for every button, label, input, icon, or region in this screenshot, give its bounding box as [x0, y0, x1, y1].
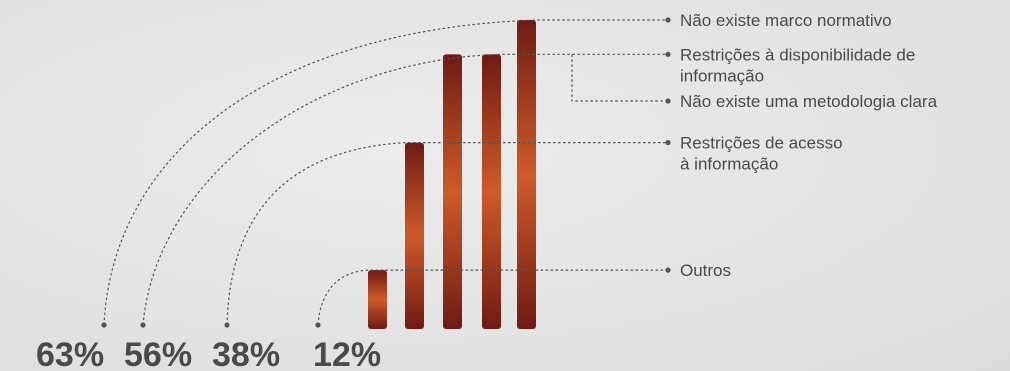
- leader-dot-bottom-4: [315, 322, 321, 328]
- leader-bracket-metodologia: [571, 54, 668, 102]
- leader-line-56: [142, 53, 668, 326]
- leader-dot-bottom-1: [101, 322, 107, 328]
- bar-4: [482, 54, 501, 329]
- percent-label-2: 56%: [124, 336, 192, 371]
- leader-dot-right-5: [665, 267, 671, 273]
- leader-lines-layer: [101, 17, 671, 328]
- category-label-1: Não existe marco normativo: [680, 11, 892, 30]
- bar-2: [405, 142, 424, 329]
- leader-line-38: [226, 142, 668, 326]
- bar-5: [517, 20, 536, 329]
- bar-3: [443, 54, 462, 329]
- percent-labels-layer: 63% 56% 38% 12%: [36, 336, 381, 371]
- percent-label-3: 38%: [212, 336, 280, 371]
- leader-dot-right-3: [665, 98, 671, 104]
- bar-1: [368, 270, 387, 329]
- leader-line-12: [317, 269, 668, 326]
- percent-label-1: 63%: [36, 336, 104, 371]
- category-label-4-line-2: à informação: [680, 155, 778, 174]
- category-labels-layer: Não existe marco normativo Restrições à d…: [680, 11, 938, 280]
- leader-dot-right-1: [665, 17, 671, 23]
- bars-layer: [368, 20, 536, 329]
- leader-line-63: [103, 19, 668, 326]
- category-label-3: Não existe uma metodologia clara: [680, 92, 938, 111]
- leader-dot-right-2: [665, 51, 671, 57]
- leader-dot-bottom-2: [140, 322, 146, 328]
- percent-label-4: 12%: [313, 336, 381, 371]
- category-label-2-line-2: informação: [680, 66, 764, 85]
- leader-dot-right-4: [665, 140, 671, 146]
- leader-dot-bottom-3: [224, 322, 230, 328]
- category-label-5: Outros: [680, 261, 731, 280]
- category-label-4-line-1: Restrições de acesso: [680, 134, 843, 153]
- category-label-2-line-1: Restrições à disponibilidade de: [680, 45, 915, 64]
